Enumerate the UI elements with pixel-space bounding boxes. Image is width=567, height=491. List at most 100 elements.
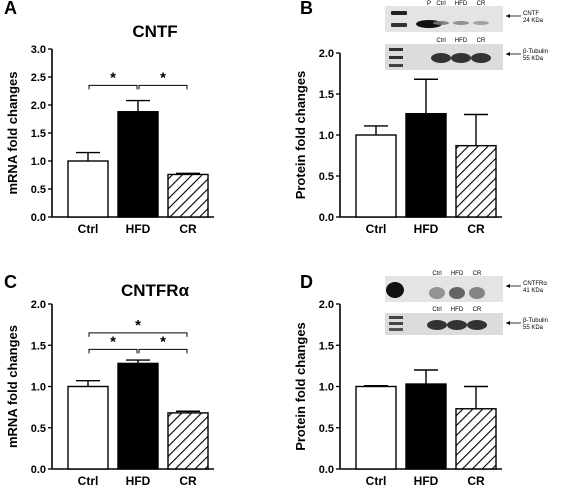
bar-ctrl bbox=[67, 160, 109, 218]
bar-hfd bbox=[405, 383, 447, 470]
bar-cr bbox=[455, 144, 497, 218]
panel-letter: C bbox=[4, 272, 17, 292]
blot-membrane-top bbox=[385, 276, 503, 302]
x-tick-label-cr: CR bbox=[467, 222, 485, 236]
blot-band-tubulin bbox=[471, 53, 491, 63]
y-tick-label: 1.0 bbox=[319, 130, 334, 142]
blot-band-tubulin bbox=[467, 320, 487, 330]
blot-marker-size: 24 KDa bbox=[523, 18, 544, 24]
y-tick-label: 2.0 bbox=[319, 299, 334, 311]
bar-hfd bbox=[405, 112, 447, 218]
y-tick-label: 1.5 bbox=[319, 89, 334, 101]
ladder-band bbox=[389, 64, 403, 67]
x-tick-label-hfd: HFD bbox=[126, 474, 151, 488]
y-tick-label: 2.5 bbox=[31, 72, 46, 84]
significance-star: * bbox=[160, 69, 166, 86]
blot-lane-label: HFD bbox=[451, 307, 464, 313]
y-axis-label: mRNA fold changes bbox=[5, 325, 20, 448]
blot-lane-label: P bbox=[427, 1, 431, 7]
y-axis-label: mRNA fold changes bbox=[5, 71, 20, 194]
x-tick-label-hfd: HFD bbox=[414, 222, 439, 236]
blot-marker-name: β-Tubulin bbox=[523, 49, 548, 55]
y-tick-label: 1.5 bbox=[31, 128, 46, 140]
y-tick-label: 0.0 bbox=[319, 212, 334, 224]
blot-marker-size: 41 KDa bbox=[523, 288, 544, 294]
blot-arrow-head bbox=[506, 321, 510, 325]
blot-marker-size: 55 KDa bbox=[523, 325, 544, 331]
blot-band-positive bbox=[386, 282, 404, 298]
blot-lane-label: Ctrl bbox=[436, 38, 445, 44]
significance-bracket bbox=[88, 348, 138, 354]
x-tick-label-ctrl: Ctrl bbox=[366, 474, 387, 488]
ladder-band bbox=[389, 322, 403, 325]
blot-arrow-head bbox=[506, 284, 510, 288]
y-tick-label: 0.5 bbox=[31, 423, 46, 435]
x-tick-label-ctrl: Ctrl bbox=[366, 222, 387, 236]
x-tick-label-ctrl: Ctrl bbox=[78, 474, 99, 488]
ladder-band bbox=[389, 316, 403, 319]
blot-lane-label: CR bbox=[477, 38, 486, 44]
blot-marker-size: 55 KDa bbox=[523, 56, 544, 62]
y-tick-label: 1.0 bbox=[31, 156, 46, 168]
significance-bracket bbox=[138, 84, 188, 90]
bar-cr bbox=[167, 173, 209, 218]
blot-lane-label: Ctrl bbox=[432, 271, 441, 277]
y-tick-label: 2.0 bbox=[31, 299, 46, 311]
blot-marker-name: CNTF bbox=[523, 11, 539, 17]
chart-panel-c: C CNTFRα mRNA fold changes 0.0 0.5 1.0 1.5 2.0 C… bbox=[4, 272, 214, 488]
ladder-band bbox=[391, 23, 407, 27]
bar-ctrl bbox=[355, 134, 397, 218]
y-axis-label: Protein fold changes bbox=[293, 71, 308, 200]
blot-arrow-head bbox=[506, 52, 510, 56]
blot-lane-label: HFD bbox=[451, 271, 464, 277]
bar-hfd bbox=[117, 362, 159, 470]
blot-band-sample bbox=[469, 287, 485, 299]
significance-star: * bbox=[110, 69, 116, 86]
significance-star: * bbox=[160, 333, 166, 350]
significance-bracket bbox=[88, 84, 138, 90]
ladder-band bbox=[389, 48, 403, 51]
chart-title: CNTF bbox=[132, 22, 177, 41]
significance-star: * bbox=[110, 333, 116, 350]
blot-band-sample bbox=[429, 287, 445, 299]
blot-band-tubulin bbox=[431, 53, 451, 63]
chart-panel-a: A CNTF mRNA fold changes 0.0 0.5 1.0 1.5 2.0 2.5… bbox=[4, 0, 214, 236]
x-tick-label-hfd: HFD bbox=[126, 222, 151, 236]
blot-marker-name: CNTFRα bbox=[523, 281, 547, 287]
y-tick-label: 1.0 bbox=[31, 382, 46, 394]
y-tick-label: 0.0 bbox=[31, 212, 46, 224]
x-tick-label-cr: CR bbox=[179, 474, 197, 488]
x-tick-label-hfd: HFD bbox=[414, 474, 439, 488]
panel-letter: B bbox=[300, 0, 313, 18]
y-tick-label: 0.5 bbox=[319, 423, 334, 435]
bar-cr bbox=[455, 408, 497, 470]
ladder-band bbox=[389, 328, 403, 331]
blot-band-sample bbox=[433, 21, 449, 25]
bar-ctrl bbox=[67, 385, 109, 470]
ladder-band bbox=[391, 11, 407, 15]
blot-band-sample bbox=[473, 21, 489, 25]
bar-cr bbox=[167, 412, 209, 470]
y-tick-label: 0.5 bbox=[319, 171, 334, 183]
blot-lane-label: CR bbox=[477, 1, 486, 7]
blot-band-sample bbox=[453, 21, 469, 25]
significance-bracket bbox=[88, 332, 188, 337]
blot-lane-label: Ctrl bbox=[432, 307, 441, 313]
chart-panel-b: B Protein fold changes 0.0 0.5 1.0 1.5 2.0 Ctrl… bbox=[293, 0, 548, 236]
y-tick-label: 0.0 bbox=[319, 464, 334, 476]
bar-ctrl bbox=[355, 385, 397, 470]
x-tick-label-ctrl: Ctrl bbox=[78, 222, 99, 236]
y-tick-label: 0.0 bbox=[31, 464, 46, 476]
y-tick-label: 0.5 bbox=[31, 184, 46, 196]
y-axis-label: Protein fold changes bbox=[293, 322, 308, 451]
chart-title: CNTFRα bbox=[121, 281, 190, 300]
y-tick-label: 2.0 bbox=[319, 48, 334, 60]
blot-band-tubulin bbox=[427, 320, 447, 330]
y-tick-label: 1.0 bbox=[319, 382, 334, 394]
blot-lane-label: CR bbox=[473, 307, 482, 313]
y-tick-label: 1.5 bbox=[31, 340, 46, 352]
ladder-band bbox=[389, 56, 403, 59]
